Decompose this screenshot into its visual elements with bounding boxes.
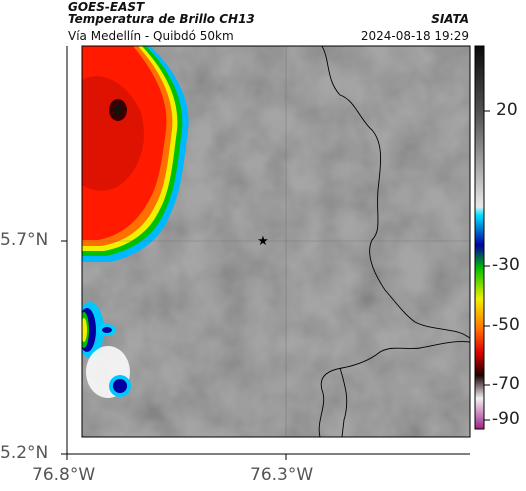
colorbar-label-minus50: -50 [492, 315, 520, 335]
y-tick-label-5.2: 5.2°N [0, 443, 49, 463]
map-frame [81, 45, 471, 438]
admin-border [321, 46, 470, 339]
organization-label: SIATA [431, 12, 469, 26]
storm-cell [82, 46, 189, 262]
y-tick-label-5.7: 5.7°N [0, 230, 49, 250]
colorbar-label-minus30: -30 [492, 255, 520, 275]
x-tick-label-76.3: 76.3°W [250, 465, 314, 485]
colorbar-label-minus90: -90 [492, 409, 520, 429]
x-tick-label-76.8: 76.8°W [32, 465, 96, 485]
admin-border-3 [339, 367, 348, 437]
colorbar-label-minus70: -70 [492, 374, 520, 394]
colorbar-label-20: 20 [496, 100, 518, 120]
map-area: ★ [82, 46, 470, 437]
colorbar [474, 45, 490, 430]
cold-cell-bottom [86, 346, 131, 398]
channel-title: Temperatura de Brillo CH13 [68, 12, 255, 26]
star-icon: ★ [257, 234, 269, 249]
region-label: Vía Medellín - Quibdó 50km [68, 29, 234, 43]
admin-border-2 [318, 341, 470, 437]
product-title: GOES-EAST [68, 0, 145, 14]
cold-cell-left [82, 302, 116, 358]
timestamp-label: 2024-08-18 19:29 [360, 29, 469, 43]
